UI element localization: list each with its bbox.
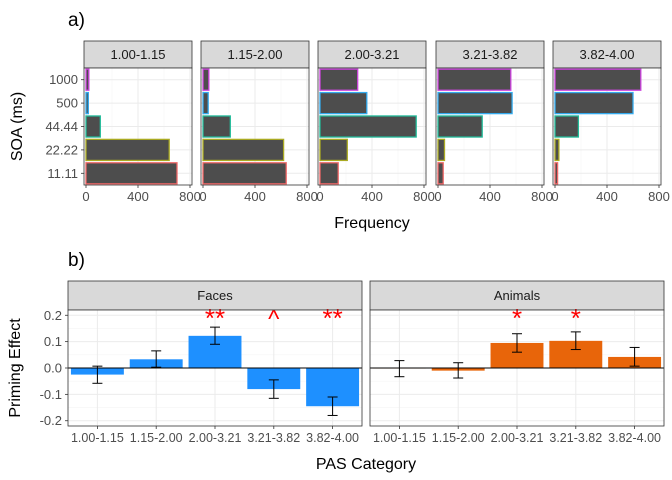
tick-label-x: 800 [296,189,318,204]
axis-title-y-b: Priming Effect [7,318,24,418]
tick-label-x: 3.82-4.00 [306,431,359,445]
facet-strip-label: 1.00-1.15 [111,47,166,62]
bar [437,138,446,162]
bar [85,162,178,185]
bar [437,115,483,138]
tick-label-x: 0 [316,189,323,204]
facet-a-1: 1.00-1.15 0 400 800 [82,40,201,204]
facet-strip-label: 2.00-3.21 [345,47,400,62]
bar [202,68,210,91]
bar [554,162,559,185]
facet-strip-label: Animals [494,288,541,303]
bar [247,368,301,390]
tick-label-x: 1.00-1.15 [71,431,124,445]
tick-label-y: 0.2 [44,308,62,323]
facet-b-2: Animals* *1.00-1.15 1.15-2.00 2.00-3.21 3.21… [369,280,665,445]
facet-strip-label: 3.82-4.00 [580,47,635,62]
bar [319,115,417,138]
tick-label-y: -0.1 [40,387,62,402]
bar [319,68,359,91]
tick-label-x: 3.82-4.00 [608,431,661,445]
bar [319,162,339,185]
facet-strip-label: 3.21-3.82 [463,47,518,62]
significance-marker: ^ [268,306,280,333]
facet-b-1: Faces** ^ **1.00-1.15 1.15-2.00 2.00-3.21 3.2… [67,280,363,445]
tick-label-x: 400 [361,189,383,204]
facet-a-2: 1.15-2.00 0 400 800 [199,40,318,204]
tick-label-x: 400 [127,189,149,204]
tick-label-x: 2.00-3.21 [189,431,242,445]
tick-label-y: 11.11 [47,166,78,181]
facet-strip [83,40,193,69]
facet-a-5: 3.82-4.00 0 400 800 [551,40,670,204]
bar [437,162,444,185]
tick-label-x: 1.15-2.00 [130,431,183,445]
bar [202,162,287,185]
bar [319,91,368,115]
tick-label-y: 0.1 [44,334,62,349]
bar [202,115,231,138]
tick-label-x: 2.00-3.21 [491,431,544,445]
facet-strip [552,40,662,69]
tick-label-y: 500 [56,96,78,111]
tick-label-y: 22.22 [45,142,78,157]
tick-label-x: 1.15-2.00 [432,431,485,445]
tick-label-x: 0 [551,189,558,204]
bar [437,91,513,115]
tick-label-y: 44.44 [45,119,78,134]
facet-a-3: 2.00-3.21 0 400 800 [316,40,435,204]
panel-label-a: a) [68,10,85,31]
bar [554,138,560,162]
tick-label-y: -0.2 [40,413,62,428]
facet-strip [317,40,427,69]
bar [319,138,348,162]
tick-label-x: 0 [199,189,206,204]
axis-title-x-a: Frequency [334,215,410,232]
axis-title-y-a: SOA (ms) [9,92,26,161]
bar [554,91,634,115]
bar [554,115,580,138]
facet-a-4: 3.21-3.82 0 400 800 [434,40,553,204]
tick-label-x: 400 [479,189,501,204]
bar [85,115,101,138]
panel-label-b: b) [68,250,85,271]
bar [85,68,90,91]
tick-label-x: 0 [434,189,441,204]
tick-label-x: 400 [596,189,618,204]
tick-label-x: 400 [244,189,266,204]
bar [202,91,209,115]
tick-label-y: 0.0 [44,361,62,376]
significance-marker: ** [205,303,225,333]
significance-marker: * [571,303,581,333]
bar [85,138,170,162]
facet-strip [200,40,310,69]
bar [437,68,512,91]
tick-label-x: 0 [82,189,89,204]
significance-marker: ** [322,303,342,333]
bar [85,91,89,115]
facet-strip-label: 1.15-2.00 [228,47,283,62]
tick-label-x: 800 [179,189,201,204]
axis-title-x-b: PAS Category [316,456,416,473]
bar [202,138,285,162]
tick-label-x: 1.00-1.15 [373,431,426,445]
tick-label-y: 1000 [49,72,78,87]
tick-label-x: 3.21-3.82 [247,431,300,445]
facet-strip [67,280,363,311]
facet-strip [435,40,545,69]
tick-label-x: 800 [413,189,435,204]
bar [554,68,642,91]
tick-label-x: 800 [531,189,553,204]
tick-label-x: 800 [648,189,670,204]
facet-strip [369,280,665,311]
significance-marker: * [512,303,522,333]
tick-label-x: 3.21-3.82 [549,431,602,445]
facet-strip-label: Faces [197,288,233,303]
